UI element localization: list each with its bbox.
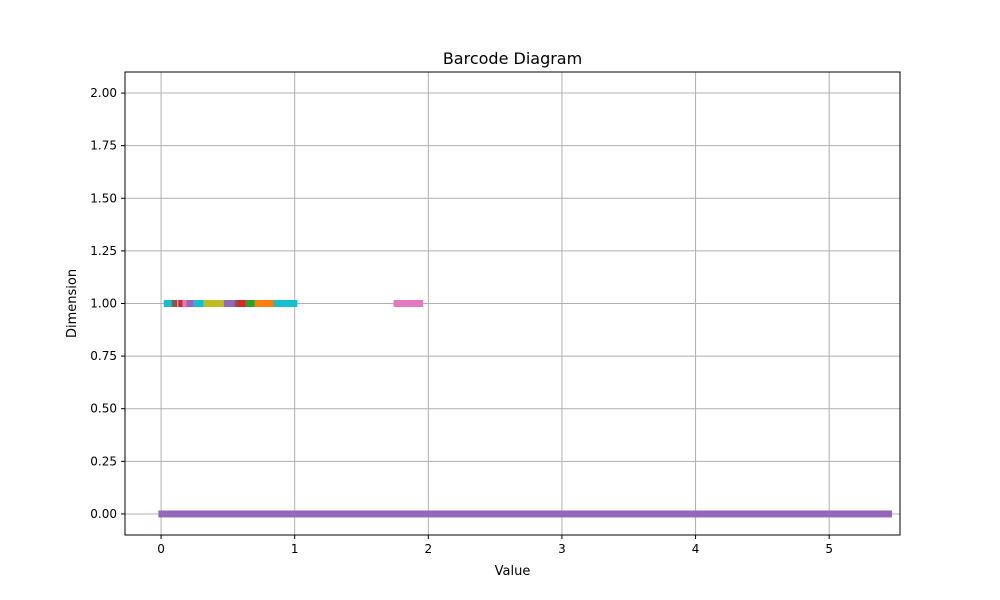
barcode-interval (163, 300, 174, 307)
barcode-interval (273, 300, 298, 307)
x-tick-label: 0 (157, 542, 165, 556)
barcode-interval (393, 300, 423, 307)
barcode-interval (171, 300, 178, 307)
plot-frame (124, 71, 901, 536)
barcode-interval (245, 300, 256, 307)
y-tick-label: 1.50 (90, 191, 117, 205)
x-tick-label: 5 (825, 542, 833, 556)
y-axis-label: Dimension (65, 269, 80, 338)
barcode-interval (254, 300, 275, 307)
y-tick-label: 1.75 (90, 139, 117, 153)
x-tick-label: 1 (291, 542, 299, 556)
bars-layer (158, 300, 892, 518)
x-tick-label: 4 (692, 542, 700, 556)
barcode-interval (186, 300, 195, 307)
barcode-interval (203, 300, 226, 307)
y-tick-label: 1.25 (90, 244, 117, 258)
barcode-interval (182, 300, 188, 307)
x-tick-label: 2 (424, 542, 432, 556)
ticks-layer: 0 1 2 3 4 5 0.00 0.25 0.50 0.75 1.00 1.25 1.50 1.75 2.… (90, 86, 833, 556)
barcode-interval (193, 300, 204, 307)
barcode-interval (178, 300, 183, 307)
y-tick-label: 0.50 (90, 402, 117, 416)
barcode-interval (223, 300, 236, 307)
y-tick-label: 2.00 (90, 86, 117, 100)
y-tick-label: 0.00 (90, 507, 117, 521)
chart-title: Barcode Diagram (443, 49, 582, 68)
barcode-interval (234, 300, 239, 307)
x-tick-label: 3 (558, 542, 566, 556)
barcode-interval (158, 510, 892, 518)
y-tick-label: 1.00 (90, 297, 117, 311)
y-tick-label: 0.75 (90, 349, 117, 363)
x-axis-label: Value (495, 564, 531, 579)
barcode-interval (237, 300, 247, 307)
y-tick-label: 0.25 (90, 454, 117, 468)
